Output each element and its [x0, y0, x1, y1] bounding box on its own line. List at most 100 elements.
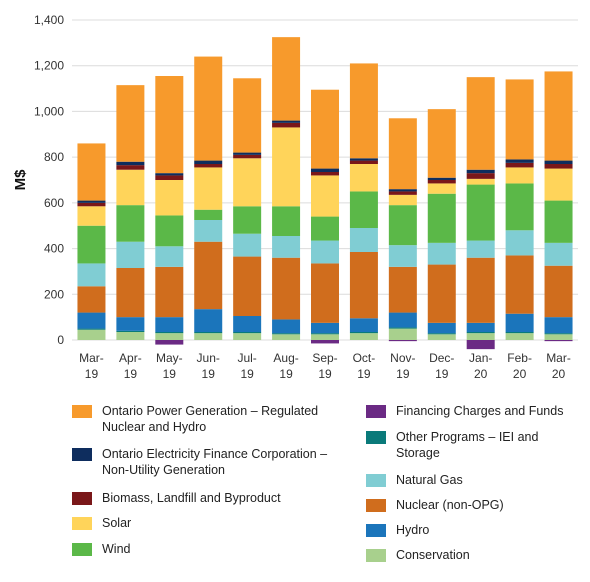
legend-item: Ontario Power Generation – Regulated Nuc… — [72, 403, 342, 435]
bar-segment — [116, 165, 145, 170]
bar-segment — [427, 183, 456, 194]
bar-segment — [272, 333, 301, 335]
x-tick-label: Oct- — [353, 351, 376, 365]
y-axis-label: M$ — [12, 169, 29, 190]
bar-segment — [427, 322, 456, 334]
stacked-bar-chart: 0 200 400 600 800 1,000 1,200 1,400 M$ Mar- 19 Apr-… — [12, 13, 578, 381]
legend-swatch-other-programs — [366, 431, 386, 444]
bar-segment — [155, 266, 184, 318]
bar-segment — [77, 328, 106, 330]
bar-segment — [194, 209, 223, 220]
legend-swatch-biomass — [72, 492, 92, 505]
x-tick-label: 20 — [513, 367, 527, 381]
bar-segment — [505, 255, 534, 314]
bar-segment — [388, 312, 417, 328]
x-tick-label: 19 — [124, 367, 138, 381]
bar-segment — [544, 333, 573, 335]
legend-item: Conservation — [366, 547, 581, 563]
bar-segment — [311, 172, 339, 176]
bar-segment — [466, 322, 495, 332]
bar-segment — [233, 78, 262, 153]
bar-segment — [427, 180, 456, 184]
bar-segment — [388, 327, 417, 329]
bar-segment — [349, 160, 378, 164]
legend-item: Wind — [72, 541, 342, 557]
legend-item: Other Programs – IEI and Storage — [366, 429, 566, 461]
x-tick-label: 19 — [279, 367, 293, 381]
legend-swatch-wind — [72, 543, 92, 556]
bar-segment — [311, 340, 339, 344]
bar-segment — [233, 332, 262, 334]
legend-swatch-conservation — [366, 549, 386, 562]
x-tick-label: Jul- — [237, 351, 256, 365]
bar-segment — [427, 333, 456, 335]
bar-segment — [427, 193, 456, 243]
y-tick-label: 800 — [44, 150, 64, 164]
bar-segment — [349, 252, 378, 319]
bar-segment — [233, 316, 262, 332]
bar-segment — [466, 173, 495, 179]
legend-label: Other Programs – IEI and Storage — [396, 430, 539, 460]
bar-segment — [194, 332, 223, 334]
bar-segment — [77, 329, 106, 340]
bar-segment — [466, 257, 495, 323]
bar-segment — [155, 76, 184, 174]
bar-segment — [544, 160, 573, 164]
bar-segment — [233, 233, 262, 257]
bar-segment — [466, 178, 495, 185]
x-tick-label: 19 — [357, 367, 371, 381]
bar-segment — [272, 334, 301, 340]
bar-segment — [349, 318, 378, 332]
bar-segment — [116, 85, 145, 162]
bar-segment — [544, 168, 573, 201]
bar-segment — [544, 334, 573, 340]
x-tick-label: 19 — [240, 367, 254, 381]
bar-segment — [194, 333, 223, 340]
legend-swatch-natural-gas — [366, 474, 386, 487]
bar-segment — [505, 167, 534, 184]
legend-swatch-nuclear — [366, 499, 386, 512]
bar-segment — [194, 167, 223, 210]
bar-segment — [311, 322, 339, 334]
bar-segment — [388, 189, 417, 192]
bar-segment — [77, 200, 106, 203]
bar-segment — [155, 175, 184, 180]
x-tick-label: May- — [156, 351, 183, 365]
bar-segment — [194, 160, 223, 164]
bar-segment — [505, 183, 534, 231]
bar-segment — [311, 333, 339, 335]
bar-segment — [116, 317, 145, 331]
x-tick-label: Mar- — [546, 351, 571, 365]
bar-segment — [427, 242, 456, 265]
bar-segment — [116, 161, 145, 166]
bar-segment — [194, 241, 223, 310]
bar-segment — [155, 173, 184, 176]
legend-label: Hydro — [396, 523, 430, 537]
legend-label: Wind — [102, 542, 131, 556]
bar-segment — [427, 264, 456, 323]
bar-segment — [388, 245, 417, 267]
bar-segment — [349, 158, 378, 161]
x-tick-label: Jan- — [469, 351, 492, 365]
bar-segment — [505, 230, 534, 256]
bar-segment — [388, 340, 417, 342]
legend-label: Financing Charges and Funds — [396, 404, 564, 418]
bar-segment — [505, 332, 534, 334]
bar-segment — [505, 333, 534, 340]
bar-segment — [272, 319, 301, 334]
bar-segment — [155, 333, 184, 340]
legend-label: Conservation — [396, 548, 470, 562]
bar-segment — [233, 158, 262, 207]
bar-segment — [77, 202, 106, 207]
bar-segment — [544, 164, 573, 169]
bar-segment — [388, 205, 417, 246]
bar-segment — [272, 257, 301, 320]
bar-segment — [349, 332, 378, 334]
x-tick-label: Dec- — [429, 351, 454, 365]
bar-segment — [77, 225, 106, 264]
bar-segment — [349, 164, 378, 192]
bar-segment — [311, 334, 339, 340]
bar-segment — [194, 309, 223, 332]
x-tick-label: 19 — [202, 367, 216, 381]
legend-swatch-oefc — [72, 448, 92, 461]
